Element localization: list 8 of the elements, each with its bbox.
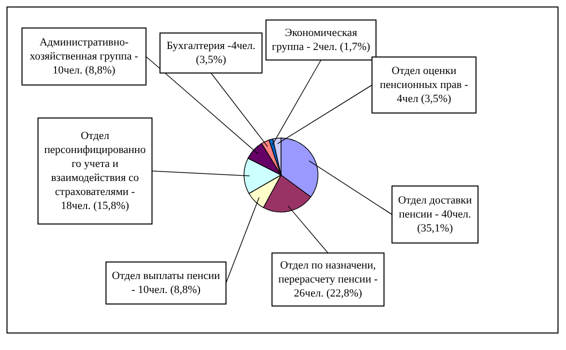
slice-label: Бухгалтерия -4чел. (3,5%) bbox=[166, 40, 256, 66]
slice-label: Экономическая группа - 2чел. (1,7%) bbox=[272, 27, 370, 53]
slice-label: Отдел персонифицированно го учета и взаимодействия со страхователями - 18чел. (15,8%) bbox=[44, 130, 146, 212]
slice-label: Административно- хозяйственная группа - 10чел. (8,8%) bbox=[30, 36, 139, 76]
slice-label: Отдел выплаты пенсии - 10чел. (8,8%) bbox=[112, 270, 220, 296]
slice-label: Отдел доставки пенсии - 40чел. (35,1%) bbox=[398, 194, 472, 234]
slice-label: Отдел по назначени, перерасчету пенсии - 26чел. (22,8%) bbox=[278, 260, 378, 300]
slice-label: Отдел оценки пенсионных прав - 4чел (3,5%) bbox=[380, 65, 468, 105]
